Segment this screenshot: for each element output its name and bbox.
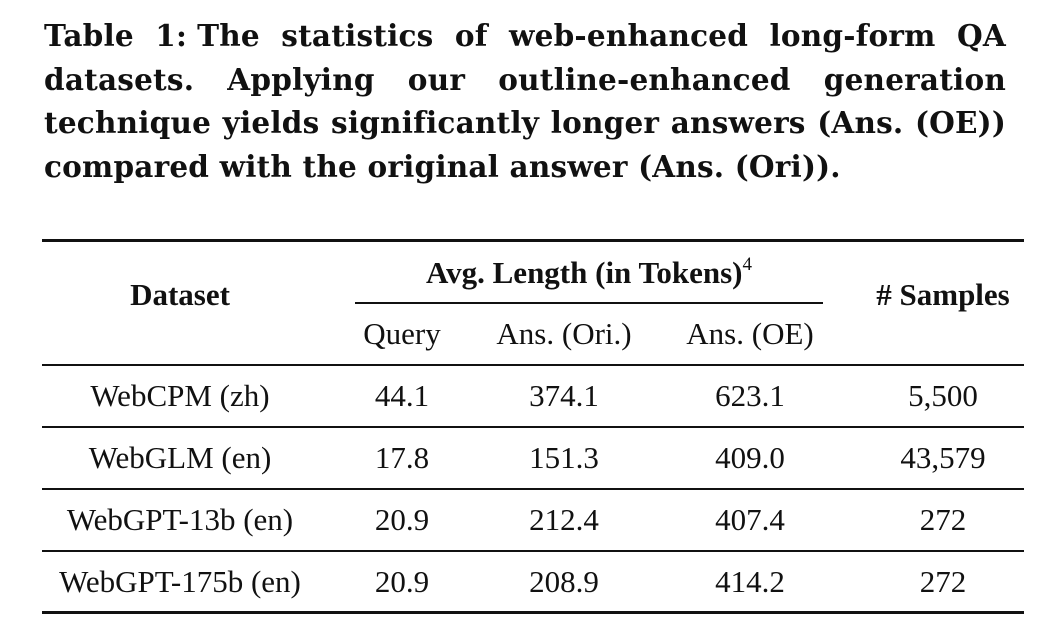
header-rule	[42, 364, 1024, 366]
row-2-samples: 43,579	[900, 440, 986, 475]
row-3-ans-ori: 212.4	[529, 502, 599, 537]
row-4-ans-ori: 208.9	[529, 564, 599, 599]
footnote-mark: 4	[742, 254, 752, 275]
row-4-ans-oe: 414.2	[715, 564, 785, 599]
row-1-query: 44.1	[374, 378, 430, 413]
row-rule-3	[42, 550, 1024, 552]
bottom-rule	[42, 611, 1024, 614]
header-avg-length-label: Avg. Length (in Tokens)	[426, 255, 743, 290]
header-samples: # Samples	[876, 277, 1010, 312]
row-4-samples: 272	[919, 564, 967, 599]
caption-label: Table 1:	[44, 18, 188, 53]
row-3-ans-oe: 407.4	[715, 502, 785, 537]
header-avg-length: Avg. Length (in Tokens)4	[426, 255, 752, 291]
row-3-query: 20.9	[374, 502, 430, 537]
row-rule-1	[42, 426, 1024, 428]
row-4-query: 20.9	[374, 564, 430, 599]
table-caption: Table 1: The statistics of web-enhanced l…	[44, 14, 1006, 188]
row-2-dataset: WebGLM (en)	[88, 440, 272, 475]
caption-text: The statistics of web-enhanced long-form…	[44, 18, 1006, 184]
row-2-ans-oe: 409.0	[715, 440, 785, 475]
subheader-query: Query	[363, 316, 441, 351]
top-rule	[42, 239, 1024, 242]
row-1-ans-oe: 623.1	[715, 378, 785, 413]
header-dataset: Dataset	[130, 277, 230, 312]
row-3-dataset: WebGPT-13b (en)	[66, 502, 294, 537]
row-1-samples: 5,500	[908, 378, 978, 413]
row-2-query: 17.8	[374, 440, 430, 475]
subheader-ans-ori: Ans. (Ori.)	[496, 316, 632, 351]
row-4-dataset: WebGPT-175b (en)	[59, 564, 301, 599]
header-cmidrule	[355, 302, 823, 304]
row-2-ans-ori: 151.3	[529, 440, 599, 475]
subheader-ans-oe: Ans. (OE)	[686, 316, 814, 351]
row-1-dataset: WebCPM (zh)	[90, 378, 270, 413]
row-3-samples: 272	[919, 502, 967, 537]
row-rule-2	[42, 488, 1024, 490]
row-1-ans-ori: 374.1	[529, 378, 599, 413]
